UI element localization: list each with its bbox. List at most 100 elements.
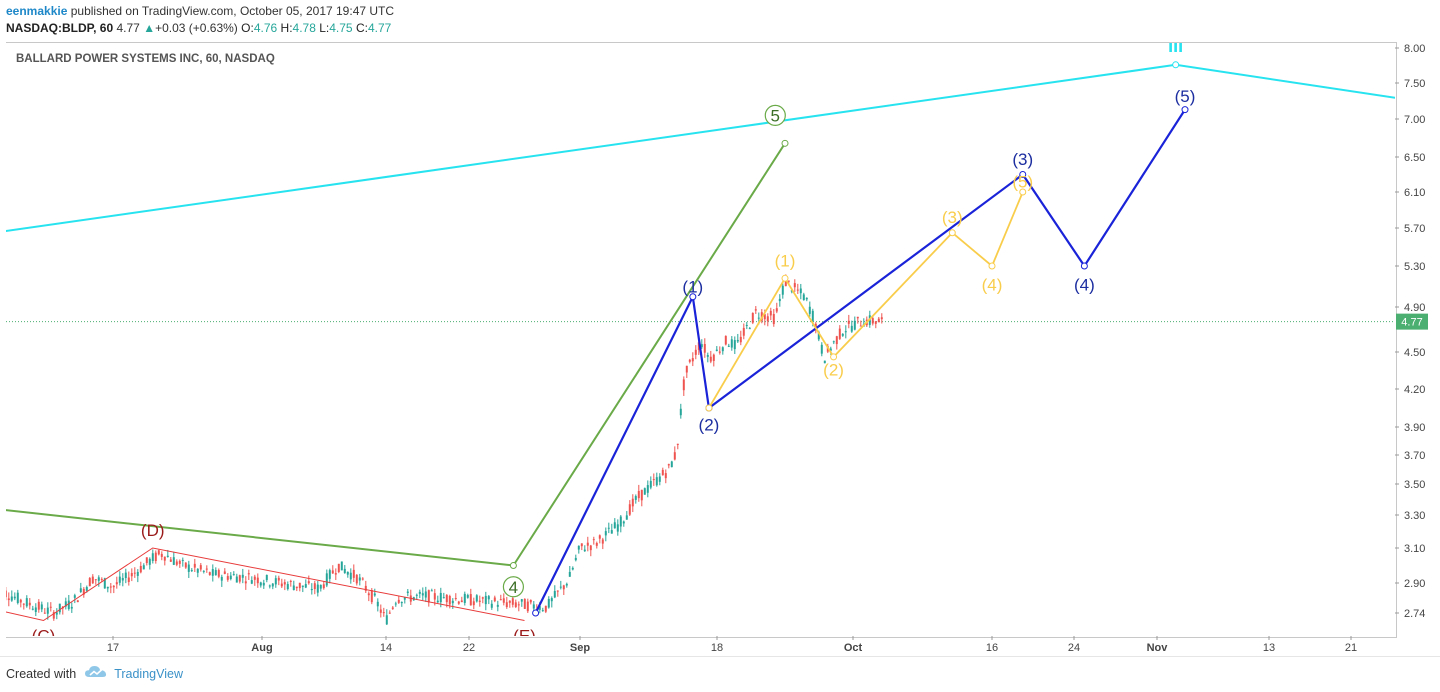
- candle-body: [490, 603, 493, 608]
- candle-body: [499, 599, 502, 601]
- tradingview-link[interactable]: TradingView: [114, 666, 183, 681]
- candle-body: [322, 584, 325, 589]
- candle-body: [367, 593, 370, 596]
- candle-body: [385, 615, 388, 625]
- y-tick-label: 4.90: [1404, 302, 1425, 314]
- y-tick-label: 5.30: [1404, 261, 1425, 273]
- candle-body: [829, 348, 832, 351]
- candle-body: [181, 559, 184, 561]
- candle-body: [694, 349, 697, 355]
- candle-body: [6, 590, 7, 598]
- author-link[interactable]: eenmakkie: [6, 4, 68, 18]
- candle-body: [460, 600, 463, 603]
- candle-body: [58, 603, 61, 613]
- candle-body: [685, 365, 688, 373]
- candle-body: [604, 531, 607, 536]
- candle-body: [79, 588, 82, 593]
- candle-body: [652, 479, 655, 481]
- candle-body: [175, 561, 178, 565]
- wave-label-ring: [502, 576, 525, 598]
- candle-body: [634, 496, 637, 500]
- candle-body: [394, 603, 397, 605]
- candle-body: [397, 599, 400, 603]
- candle-body: [112, 585, 115, 588]
- candle-body: [658, 476, 661, 482]
- x-tick-label: Sep: [570, 642, 590, 654]
- wave-point: [1080, 262, 1088, 270]
- candle-body: [292, 585, 295, 591]
- candle-body: [346, 571, 349, 575]
- candle-body: [82, 588, 85, 595]
- candle-body: [547, 598, 550, 608]
- candle-body: [343, 568, 346, 574]
- candle-body: [280, 583, 283, 587]
- candle-body: [70, 606, 73, 609]
- candle-body: [163, 556, 166, 561]
- candle-body: [232, 574, 235, 576]
- candle-body: [391, 607, 394, 609]
- y-tick-label: 7.50: [1404, 78, 1425, 90]
- candle-body: [334, 573, 337, 575]
- candle-body: [472, 601, 475, 606]
- candle-body: [250, 580, 253, 584]
- candle-body: [316, 584, 319, 593]
- candle-body: [196, 568, 199, 573]
- candle-body: [442, 597, 445, 599]
- chart-pane[interactable]: [6, 42, 1397, 638]
- candle-body: [856, 316, 859, 319]
- candle-body: [637, 490, 640, 499]
- candle-body: [706, 355, 709, 357]
- x-tick-label: Nov: [1147, 642, 1169, 654]
- y-tick-label: 3.10: [1404, 543, 1425, 555]
- last-price-badge: [1396, 313, 1428, 330]
- candle-body: [187, 564, 190, 572]
- candle-body: [466, 595, 469, 598]
- candle-body: [223, 571, 226, 574]
- wave-point: [532, 609, 540, 617]
- candle-body: [256, 577, 259, 584]
- candle-body: [268, 585, 271, 587]
- x-tick-label: 18: [711, 642, 723, 654]
- candle-body: [85, 587, 88, 591]
- candle-body: [379, 609, 382, 613]
- candle-body: [565, 583, 568, 586]
- candle-body: [52, 612, 55, 619]
- candle-body: [655, 477, 658, 486]
- candle-body: [355, 574, 358, 584]
- candle-body: [613, 522, 616, 529]
- candle-body: [211, 569, 214, 576]
- candle-body: [796, 289, 799, 291]
- candle-body: [586, 542, 589, 546]
- x-tick-label: 16: [986, 642, 998, 654]
- candle-body: [769, 310, 772, 316]
- candle-body: [628, 504, 631, 515]
- candle-body: [841, 333, 844, 336]
- y-tick-label: 7.00: [1404, 114, 1425, 126]
- wave-label: (C): [32, 627, 56, 646]
- candle-body: [691, 358, 694, 362]
- candle-body: [16, 592, 19, 604]
- wave-label: (2): [823, 360, 844, 379]
- candle-body: [532, 604, 535, 609]
- candle-body: [157, 550, 160, 555]
- candle-body: [544, 605, 547, 612]
- candle-body: [319, 584, 322, 589]
- candle-body: [25, 598, 28, 607]
- candle-body: [511, 598, 514, 605]
- footer: Created with TradingView: [6, 665, 183, 682]
- candle-body: [433, 593, 436, 600]
- candle-body: [874, 321, 877, 324]
- wave-point: [689, 293, 697, 301]
- candle-body: [661, 469, 664, 476]
- candle-body: [667, 464, 670, 466]
- candle-body: [835, 336, 838, 345]
- candle-body: [682, 379, 685, 391]
- candle-body: [754, 309, 757, 311]
- candle-body: [526, 601, 529, 612]
- candle-body: [262, 582, 265, 586]
- candle-body: [49, 606, 52, 608]
- footer-divider: [0, 656, 1440, 657]
- low-label: L:: [319, 21, 330, 35]
- candle-body: [13, 596, 16, 599]
